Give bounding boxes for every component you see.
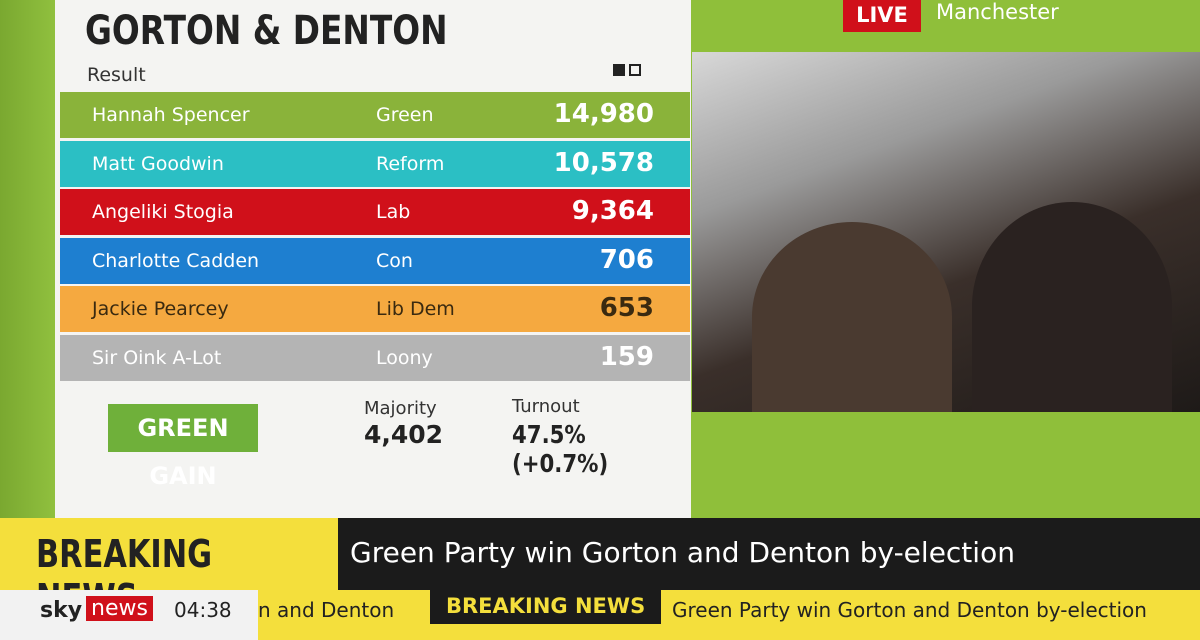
result-row: Angeliki Stogia Lab 9,364 xyxy=(60,189,690,235)
turnout-label: Turnout xyxy=(512,396,580,417)
majority-label: Majority xyxy=(364,398,437,419)
votes: 706 xyxy=(599,244,654,275)
votes: 14,980 xyxy=(553,99,654,129)
crowd xyxy=(752,222,952,412)
clock: 04:38 xyxy=(174,598,232,622)
party-name: Loony xyxy=(376,346,433,369)
votes: 10,578 xyxy=(553,147,654,178)
page-indicator xyxy=(629,64,641,76)
candidate-name: Jackie Pearcey xyxy=(92,298,229,320)
majority-value: 4,402 xyxy=(364,420,444,449)
party-name: Lib Dem xyxy=(376,298,455,320)
candidate-name: Angeliki Stogia xyxy=(92,201,234,223)
ticker-item: Green Party win Gorton and Denton by-ele… xyxy=(672,598,1147,622)
subtitle: Result xyxy=(87,64,146,86)
party-name: Green xyxy=(376,104,434,126)
votes: 159 xyxy=(599,341,654,372)
crowd xyxy=(972,202,1172,412)
votes: 9,364 xyxy=(571,196,654,226)
candidate-name: Sir Oink A-Lot xyxy=(92,346,222,369)
headline-box: Green Party win Gorton and Denton by-ele… xyxy=(338,518,1200,590)
summary: GREEN GAIN Majority 4,402 Turnout 47.5% … xyxy=(80,388,690,490)
breaking-label-box: BREAKING NEWS xyxy=(0,518,338,620)
party-name: Con xyxy=(376,249,413,272)
result-row: Jackie Pearcey Lib Dem 653 xyxy=(60,286,690,332)
ticker-item: n and Denton xyxy=(258,598,395,622)
live-badge: LIVE xyxy=(843,0,921,32)
candidate-name: Charlotte Cadden xyxy=(92,249,260,272)
logo-sky: sky xyxy=(40,598,83,623)
turnout-value: 47.5% (+0.7%) xyxy=(512,420,609,478)
headline: Green Party win Gorton and Denton by-ele… xyxy=(350,536,1015,569)
page-indicator xyxy=(613,64,625,76)
live-location: Manchester xyxy=(936,0,1059,24)
result-row: Matt Goodwin Reform 10,578 xyxy=(60,140,690,187)
ticker-item: BREAKING NEWS xyxy=(430,590,662,624)
title: GORTON & DENTON xyxy=(85,8,448,54)
result-row: Sir Oink A-Lot Loony 159 xyxy=(60,334,690,381)
result-row: Hannah Spencer Green 14,980 xyxy=(60,92,690,138)
party-name: Lab xyxy=(376,201,411,223)
candidate-name: Matt Goodwin xyxy=(92,152,224,175)
logo-news: news xyxy=(86,596,153,621)
votes: 653 xyxy=(599,293,654,323)
video-frame xyxy=(692,52,1200,412)
gain-badge: GREEN GAIN xyxy=(108,404,258,490)
party-name: Reform xyxy=(376,152,445,175)
ticker: sky news 04:38 n and Denton BREAKING NEW… xyxy=(0,590,1200,640)
result-row: Charlotte Cadden Con 706 xyxy=(60,237,690,284)
candidate-name: Hannah Spencer xyxy=(92,104,250,126)
